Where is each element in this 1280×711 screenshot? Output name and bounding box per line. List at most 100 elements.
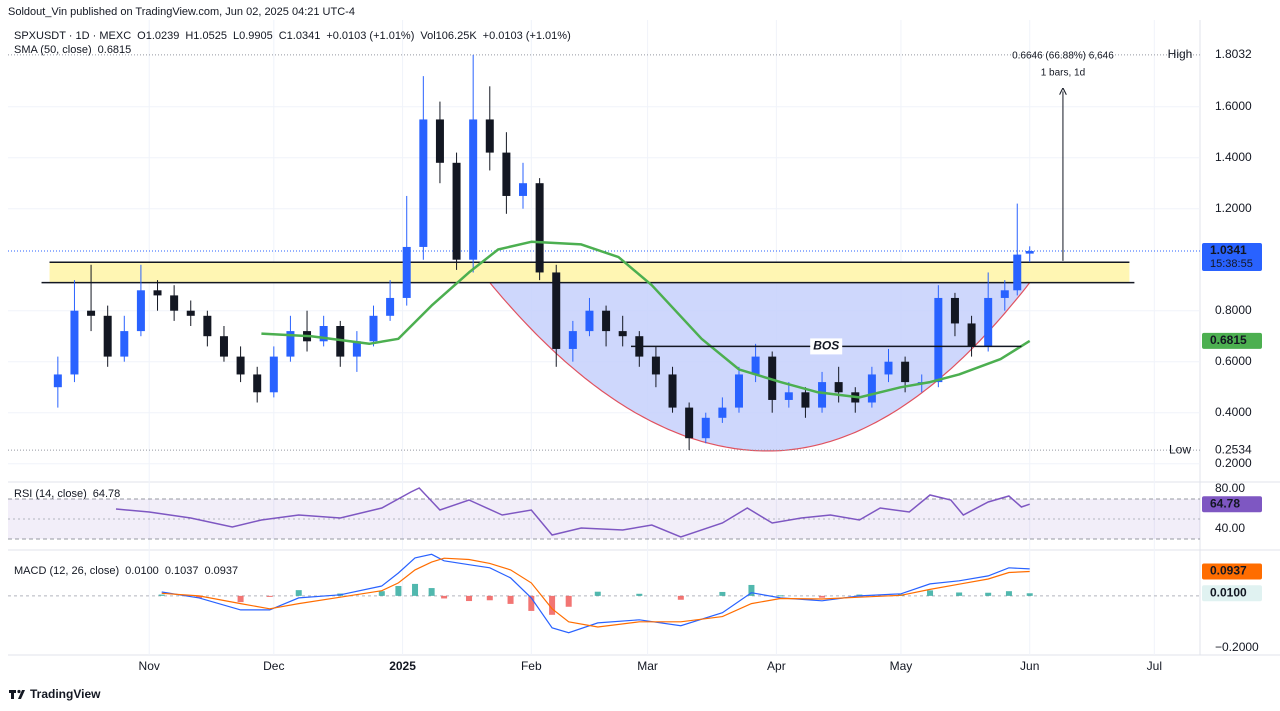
candle-body: [170, 295, 179, 311]
candle-body: [618, 331, 627, 337]
bos-label-bg: [810, 338, 843, 355]
candle-body: [153, 290, 162, 296]
price-label-box: [1202, 243, 1262, 272]
legend-text: 0.0937: [204, 565, 238, 577]
x-tick-label: Jun: [1020, 659, 1039, 673]
legend-text: MACD (12, 26, close): [14, 565, 119, 577]
candle-body: [967, 323, 976, 347]
macd-histogram-bar: [719, 591, 726, 596]
bos-label: BOS: [813, 339, 839, 353]
candle-body: [203, 315, 212, 337]
candle-body: [685, 407, 694, 439]
rsi-line: [115, 487, 1030, 538]
candle-body: [784, 392, 793, 400]
y-tick-label: 0.8000: [1215, 303, 1252, 317]
price-label-box: [1202, 496, 1262, 513]
legend-text: SPXUSDT · 1D · MEXC: [14, 30, 131, 42]
macd-histogram-bar: [158, 594, 165, 596]
price-label: 1.0341: [1210, 243, 1247, 257]
y-tick-label: 80.00: [1215, 481, 1245, 495]
macd-histogram-bar: [985, 592, 992, 596]
macd-histogram-bar: [1026, 593, 1033, 596]
y-tick-label: 0.6000: [1215, 354, 1252, 368]
macd-histogram-bar: [295, 590, 302, 596]
macd-histogram-bar: [677, 595, 684, 600]
candle-body: [602, 310, 611, 332]
candle-body: [219, 336, 228, 357]
candle-body: [336, 326, 345, 357]
candle-body: [801, 392, 810, 408]
candle-body: [386, 297, 395, 316]
legend-text: L0.9905: [233, 30, 273, 42]
price-label-box: [1202, 332, 1262, 349]
y-tick-label: 0.2000: [1215, 456, 1252, 470]
macd-histogram-bar: [266, 595, 273, 597]
price-label: 64.78: [1210, 496, 1240, 510]
legend-text: 0.1037: [165, 565, 199, 577]
macd-histogram-bar: [441, 595, 448, 599]
candle-body: [236, 356, 245, 375]
publisher: Soldout_Vin published on TradingView.com…: [8, 6, 355, 18]
candle-body: [651, 356, 660, 375]
legend-text: H1.0525: [185, 30, 227, 42]
candle-body: [519, 183, 528, 196]
measure-sublabel: 1 bars, 1d: [1041, 68, 1085, 79]
macd-histogram-bar: [412, 583, 419, 596]
y-tick-label: 1.6000: [1215, 99, 1252, 113]
macd-line: [161, 557, 1030, 628]
candle-body: [734, 374, 743, 408]
candle-body: [70, 310, 79, 375]
legend-text: +0.0103 (+1.01%): [326, 30, 414, 42]
macd-histogram-bar: [507, 595, 514, 604]
y-tick-label: 1.4000: [1215, 150, 1252, 164]
y-tick-label: 40.00: [1215, 521, 1245, 535]
macd-histogram-bar: [466, 595, 473, 602]
candle-body: [352, 341, 361, 357]
price-label-box: [1202, 585, 1262, 602]
candle-body: [369, 315, 378, 342]
candle-body: [103, 315, 112, 357]
candle-body: [186, 310, 195, 316]
macd-histogram-bar: [237, 595, 244, 603]
x-tick-label: Mar: [637, 659, 658, 673]
legend-text: RSI (14, close): [14, 488, 87, 500]
cup-area: [489, 282, 1030, 451]
legend-text: C1.0341: [279, 30, 321, 42]
candle-body: [701, 417, 710, 439]
legend-text: 0.6815: [98, 44, 132, 56]
macd-histogram-bar: [378, 591, 385, 596]
candle-body: [834, 382, 843, 393]
candle-body: [1013, 254, 1022, 291]
macd-histogram-bar: [486, 595, 493, 601]
candle-body: [253, 374, 262, 393]
candle-body: [585, 310, 594, 332]
macd-line: [161, 553, 1030, 634]
high-marker-name: High: [1168, 47, 1193, 61]
brand-logo: [9, 689, 25, 699]
candle-body: [934, 297, 943, 383]
candle-body: [950, 297, 959, 324]
resistance-zone: [49, 262, 1130, 283]
macd-histogram-bar: [565, 595, 572, 607]
legend-text: O1.0239: [137, 30, 179, 42]
legend-text: 64.78: [93, 488, 121, 500]
sma-line: [261, 240, 1031, 399]
candle-body: [901, 361, 910, 383]
candle-body: [818, 382, 827, 408]
macd-histogram-bar: [956, 592, 963, 596]
candle-body: [435, 119, 444, 163]
macd-histogram-bar: [395, 585, 402, 596]
low-marker-value: 0.2534: [1215, 442, 1252, 456]
candle-body: [984, 297, 993, 347]
y-tick-label: 1.2000: [1215, 201, 1252, 215]
macd-histogram-bar: [196, 595, 203, 598]
x-tick-label: 2025: [389, 659, 416, 673]
macd-histogram-bar: [594, 591, 601, 596]
price-label: 0.0100: [1210, 585, 1247, 599]
candle-body: [1025, 251, 1034, 254]
legend-text: Vol106.25K: [420, 30, 477, 42]
price-label-box: [1202, 563, 1262, 580]
candle-body: [535, 183, 544, 273]
brand: TradingView: [30, 687, 101, 701]
y-tick-label: −0.2000: [1215, 640, 1259, 654]
